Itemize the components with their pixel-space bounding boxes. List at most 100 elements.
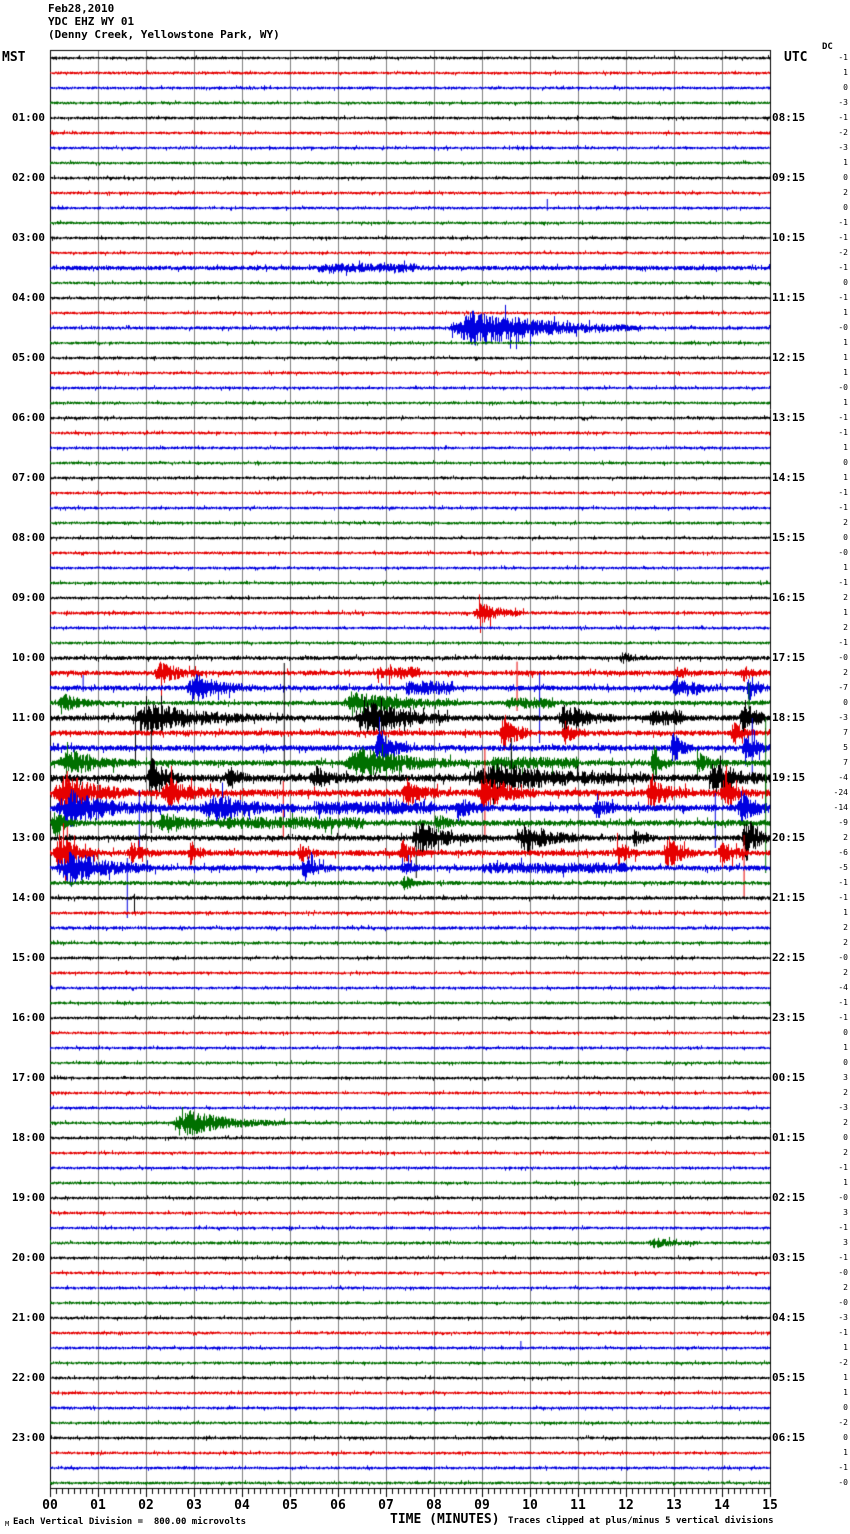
dc-offset-value: 1 <box>843 908 848 917</box>
left-hour-label: 10:00 <box>11 651 45 664</box>
dc-offset-value: -4 <box>838 983 848 992</box>
minute-tick-label: 02 <box>138 1498 154 1513</box>
minute-tick-label: 10 <box>522 1498 538 1513</box>
left-hour-label: 16:00 <box>11 1011 45 1024</box>
dc-offset-value: -0 <box>838 1298 848 1307</box>
dc-offset-value: 1 <box>843 1343 848 1352</box>
dc-offset-value: -1 <box>838 488 848 497</box>
right-hour-label: 13:15 <box>772 411 806 424</box>
minute-tick-label: 11 <box>570 1498 586 1513</box>
dc-offset-value: -1 <box>838 1013 848 1022</box>
right-hour-label: 09:15 <box>772 171 806 184</box>
right-hour-label: 15:15 <box>772 531 806 544</box>
minute-tick-label: 05 <box>282 1498 298 1513</box>
right-hour-label: 22:15 <box>772 951 806 964</box>
dc-offset-value: 0 <box>843 1028 848 1037</box>
dc-offset-value: 1 <box>843 68 848 77</box>
dc-offset-value: -3 <box>838 98 848 107</box>
dc-offset-value: -1 <box>838 263 848 272</box>
dc-offset-value: 0 <box>843 173 848 182</box>
x-axis-title: TIME (MINUTES) <box>390 1512 500 1527</box>
right-hour-label: 16:15 <box>772 591 806 604</box>
minute-tick-label: 01 <box>90 1498 106 1513</box>
dc-offset-value: 7 <box>843 758 848 767</box>
dc-offset-value: 1 <box>843 158 848 167</box>
right-hour-label: 04:15 <box>772 1311 806 1324</box>
dc-offset-value: 2 <box>843 593 848 602</box>
minute-tick-label: 13 <box>666 1498 682 1513</box>
right-hour-label: 12:15 <box>772 351 806 364</box>
dc-offset-value: -3 <box>838 1313 848 1322</box>
dc-offset-value: -0 <box>838 1193 848 1202</box>
dc-offset-value: -2 <box>838 1418 848 1427</box>
left-hour-label: 20:00 <box>11 1251 45 1264</box>
right-hour-label: 05:15 <box>772 1371 806 1384</box>
dc-offset-value: 0 <box>843 1133 848 1142</box>
right-hour-label: 01:15 <box>772 1131 806 1144</box>
dc-offset-value: -7 <box>838 683 848 692</box>
left-hour-label: 09:00 <box>11 591 45 604</box>
left-hour-label: 08:00 <box>11 531 45 544</box>
dc-offset-value: -6 <box>838 848 848 857</box>
dc-offset-value: 1 <box>843 563 848 572</box>
minute-tick-label: 00 <box>42 1498 58 1513</box>
dc-offset-value: 0 <box>843 278 848 287</box>
dc-offset-value: 0 <box>843 83 848 92</box>
dc-offset-value: -1 <box>838 428 848 437</box>
dc-offset-value: -1 <box>838 233 848 242</box>
dc-offset-value: 2 <box>843 1148 848 1157</box>
dc-offset-value: -1 <box>838 1253 848 1262</box>
right-hour-label: 19:15 <box>772 771 806 784</box>
left-hour-label: 11:00 <box>11 711 45 724</box>
right-timezone-label: UTC <box>784 50 808 65</box>
right-hour-label: 02:15 <box>772 1191 806 1204</box>
left-hour-label: 02:00 <box>11 171 45 184</box>
dc-offset-value: 1 <box>843 443 848 452</box>
left-hour-label: 21:00 <box>11 1311 45 1324</box>
dc-offset-value: 2 <box>843 623 848 632</box>
dc-offset-value: -5 <box>838 863 848 872</box>
dc-offset-value: 0 <box>843 698 848 707</box>
right-hour-label: 21:15 <box>772 891 806 904</box>
left-hour-label: 03:00 <box>11 231 45 244</box>
left-timezone-label: MST <box>2 50 26 65</box>
minute-tick-label: 14 <box>714 1498 730 1513</box>
right-hour-label: 03:15 <box>772 1251 806 1264</box>
dc-offset-value: 2 <box>843 1283 848 1292</box>
dc-offset-value: 0 <box>843 1433 848 1442</box>
dc-offset-value: -1 <box>838 1223 848 1232</box>
left-hour-label: 23:00 <box>11 1431 45 1444</box>
dc-offset-value: -1 <box>838 998 848 1007</box>
dc-offset-value: 1 <box>843 1178 848 1187</box>
dc-offset-value: -1 <box>838 413 848 422</box>
dc-offset-value: -2 <box>838 128 848 137</box>
left-hour-label: 17:00 <box>11 1071 45 1084</box>
dc-offset-value: -1 <box>838 53 848 62</box>
dc-offset-value: 1 <box>843 338 848 347</box>
dc-offset-value: 2 <box>843 833 848 842</box>
dc-offset-value: -0 <box>838 1268 848 1277</box>
dc-offset-value: -0 <box>838 548 848 557</box>
dc-offset-value: -2 <box>838 1358 848 1367</box>
dc-offset-value: -0 <box>838 1478 848 1487</box>
dc-offset-value: 2 <box>843 188 848 197</box>
right-hour-label: 10:15 <box>772 231 806 244</box>
dc-offset-value: 1 <box>843 368 848 377</box>
dc-offset-value: -1 <box>838 218 848 227</box>
dc-offset-value: 2 <box>843 668 848 677</box>
left-hour-label: 04:00 <box>11 291 45 304</box>
dc-offset-value: 0 <box>843 1058 848 1067</box>
dc-offset-value: 1 <box>843 1373 848 1382</box>
left-hour-label: 01:00 <box>11 111 45 124</box>
title-date: Feb28,2010 <box>48 2 115 15</box>
dc-offset-value: -0 <box>838 323 848 332</box>
footer-scale-note: Each Vertical Division = 800.00 microvol… <box>13 1517 246 1527</box>
right-hour-label: 17:15 <box>772 651 806 664</box>
minute-tick-label: 12 <box>618 1498 634 1513</box>
dc-offset-value: -24 <box>833 788 848 797</box>
dc-offset-value: 1 <box>843 608 848 617</box>
left-hour-label: 15:00 <box>11 951 45 964</box>
left-hour-label: 14:00 <box>11 891 45 904</box>
